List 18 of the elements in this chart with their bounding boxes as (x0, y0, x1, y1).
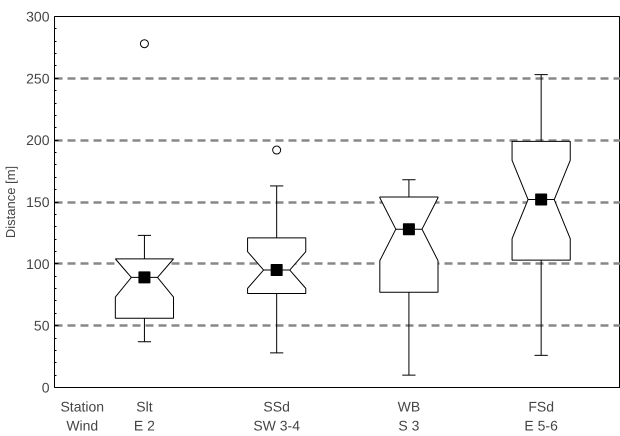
point (138, 271, 150, 284)
y-tick-label: 0 (42, 380, 50, 396)
point (535, 194, 548, 206)
y-tick-label: 300 (26, 8, 50, 24)
y-tick-label: 100 (26, 256, 50, 272)
point (270, 264, 283, 276)
x-tick-label: SSd SW 3-4 (253, 398, 300, 434)
y-tick-label: 150 (26, 194, 50, 210)
y-tick-label: 50 (34, 318, 50, 334)
point (402, 223, 415, 236)
x-tick-label: WB S 3 (398, 398, 420, 434)
x-tick-label: Slt E 2 (134, 398, 156, 434)
x-tick-label: FSd E 5-6 (524, 398, 558, 434)
y-axis-title: Distance [m] (3, 166, 18, 238)
text: Station (60, 398, 104, 414)
y-tick-label: 250 (26, 70, 50, 86)
y-tick-label: 200 (26, 132, 50, 148)
text: Wind (66, 418, 98, 434)
